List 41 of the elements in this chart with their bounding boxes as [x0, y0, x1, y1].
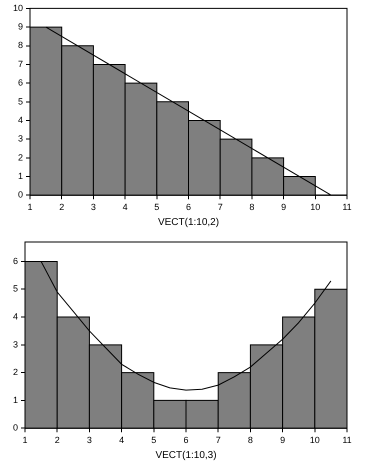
x-tick-label: 9	[281, 202, 286, 212]
x-tick-label: 4	[122, 202, 128, 212]
y-tick-label: 0	[18, 190, 24, 200]
y-tick-label: 3	[12, 339, 18, 350]
x-tick-label: 11	[342, 435, 352, 446]
x-tick-label: 4	[119, 435, 124, 446]
y-tick-label: 7	[18, 58, 24, 69]
x-tick-label: 1	[28, 202, 33, 212]
y-tick-label: 5	[18, 96, 24, 106]
x-tick-label: 2	[59, 202, 64, 212]
x-tick-label: 10	[310, 202, 320, 212]
y-tick-label: 4	[12, 312, 18, 322]
y-tick-label: 3	[18, 134, 24, 144]
y-tick-label: 1	[18, 171, 24, 182]
x-tick-label: 5	[151, 435, 156, 446]
y-tick-label: 6	[12, 256, 18, 266]
y-tick-label: 5	[12, 284, 18, 294]
x-tick-label: 9	[280, 435, 286, 446]
y-tick-label: 9	[18, 22, 24, 32]
x-tick-label: 2	[54, 435, 60, 446]
x-tick-label: 7	[218, 202, 223, 212]
y-tick-label: 10	[12, 2, 24, 13]
x-tick-label: 11	[342, 202, 352, 212]
y-tick-label: 6	[18, 78, 24, 88]
x-tick-label: 3	[86, 435, 92, 446]
y-tick-label: 8	[18, 40, 24, 50]
x-axis-title: VECT(1:10,3)	[155, 450, 217, 461]
y-tick-label: 2	[18, 152, 24, 162]
x-tick-label: 6	[183, 435, 189, 446]
x-tick-label: 8	[249, 202, 254, 212]
x-tick-label: 3	[90, 202, 96, 212]
y-tick-label: 2	[12, 367, 18, 378]
x-tick-label: 8	[248, 435, 253, 446]
x-tick-label: 7	[216, 435, 221, 446]
y-tick-label: 1	[12, 394, 18, 405]
y-tick-label: 0	[12, 422, 18, 433]
x-tick-label: 10	[310, 435, 320, 446]
x-tick-label: 5	[154, 202, 160, 212]
x-axis-title: VECT(1:10,2)	[158, 216, 220, 228]
x-tick-label: 6	[186, 202, 192, 212]
y-tick-label: 4	[18, 114, 24, 125]
